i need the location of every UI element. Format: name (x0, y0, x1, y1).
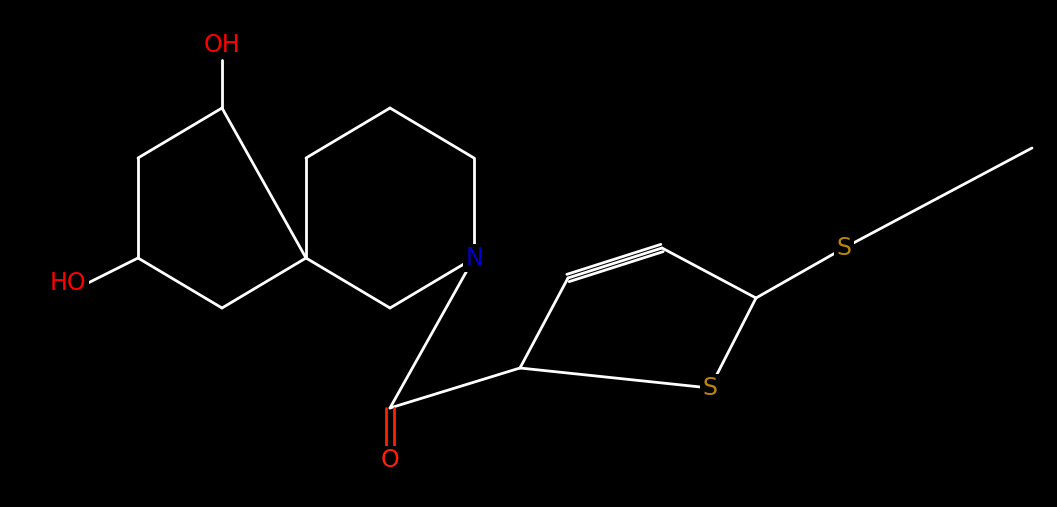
Text: S: S (703, 376, 718, 400)
Text: OH: OH (204, 33, 240, 57)
Text: N: N (465, 246, 483, 270)
Text: O: O (381, 448, 400, 472)
Text: HO: HO (50, 271, 87, 295)
Text: S: S (836, 236, 852, 260)
